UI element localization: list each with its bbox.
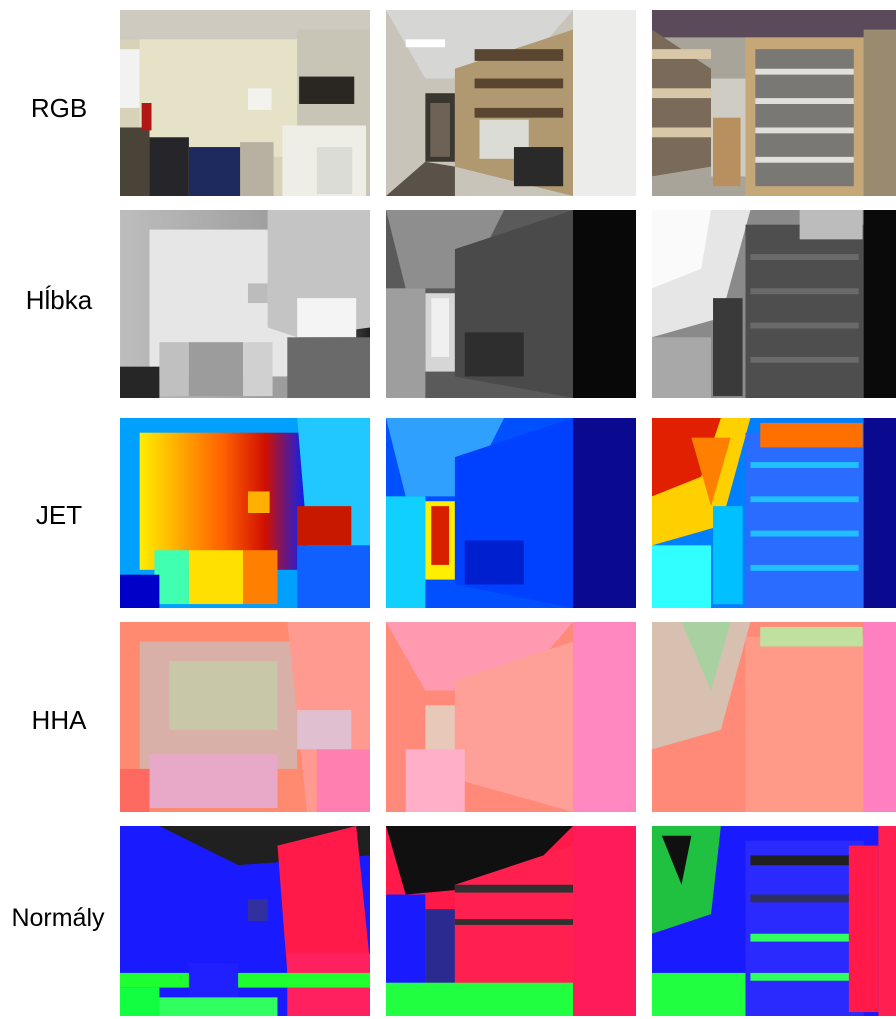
- hha-image-corridor: [384, 620, 638, 814]
- depth-image-library: [650, 208, 896, 400]
- row-label-hha: HHA: [31, 705, 87, 735]
- normals-image-corridor: [384, 824, 638, 1018]
- rgb-image-corridor: [384, 8, 638, 198]
- depth-image-corridor: [384, 208, 638, 400]
- row-label-depth: Hĺbka: [25, 285, 93, 315]
- jet-image-office: [118, 416, 372, 610]
- row-label-rgb: RGB: [30, 93, 88, 123]
- jet-image-corridor: [384, 416, 638, 610]
- rgb-image-library: [650, 8, 896, 198]
- row-label-normals: Normály: [11, 904, 105, 932]
- row-label-jet: JET: [35, 500, 83, 530]
- jet-image-library: [650, 416, 896, 610]
- hha-image-library: [650, 620, 896, 814]
- normals-image-office: [118, 824, 372, 1018]
- depth-image-office: [118, 208, 372, 400]
- rgb-image-office: [118, 8, 372, 198]
- hha-image-office: [118, 620, 372, 814]
- normals-image-library: [650, 824, 896, 1018]
